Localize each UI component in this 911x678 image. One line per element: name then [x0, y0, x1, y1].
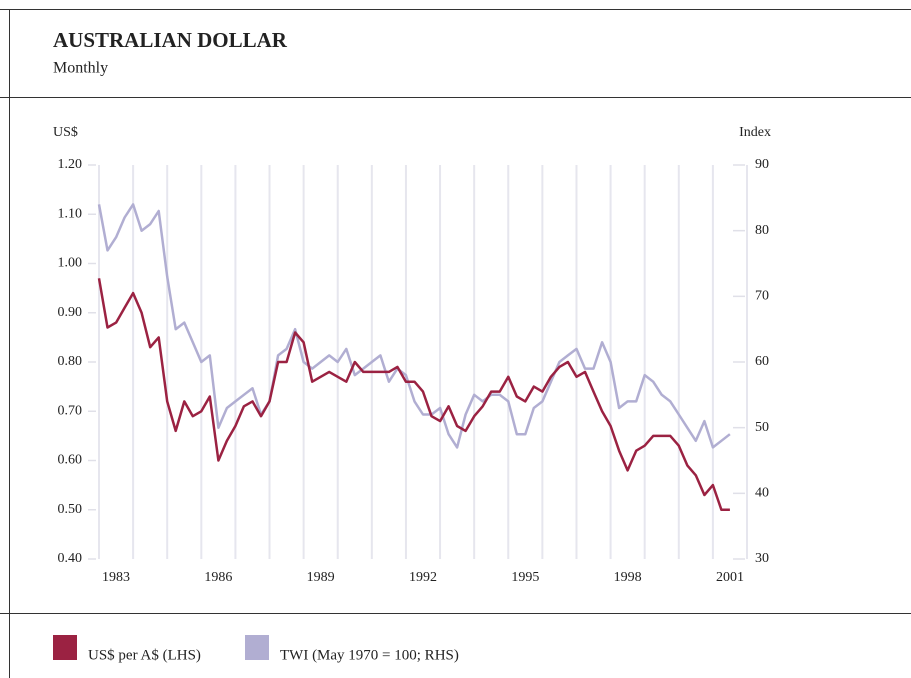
y2-tick-label: 30: [755, 551, 769, 566]
y2-tick-label: 60: [755, 354, 769, 369]
series-line: [97, 278, 730, 512]
y2-tick-label: 40: [755, 486, 769, 501]
y2-tick-label: 70: [755, 289, 769, 304]
x-tick-label: 2001: [716, 570, 744, 585]
y-tick-label: 0.40: [58, 551, 83, 566]
y-tick-label: 0.60: [58, 453, 83, 468]
x-tick-label: 1995: [511, 570, 539, 585]
legend-swatch: [53, 635, 77, 660]
y-tick-label: 1.10: [58, 206, 83, 221]
x-tick-label: 1986: [204, 570, 232, 585]
chart-subtitle: Monthly: [53, 60, 108, 77]
y2-tick-label: 80: [755, 223, 769, 238]
y-tick-label: 1.00: [58, 256, 83, 271]
chart-title: AUSTRALIAN DOLLAR: [53, 28, 288, 52]
series-line: [97, 203, 731, 449]
y2-tick-label: 50: [755, 420, 769, 435]
x-tick-label: 1992: [409, 570, 437, 585]
legend-swatch: [245, 635, 269, 660]
y-tick-label: 1.20: [58, 157, 83, 172]
y-tick-label: 0.70: [58, 403, 83, 418]
x-tick-label: 1998: [614, 570, 642, 585]
y2-axis-label: Index: [739, 125, 771, 140]
y-tick-label: 0.80: [58, 354, 83, 369]
y-tick-label: 0.90: [58, 305, 83, 320]
x-tick-label: 1989: [307, 570, 335, 585]
y-axis-label: US$: [53, 125, 78, 140]
y-tick-label: 0.50: [58, 502, 83, 517]
y2-tick-label: 90: [755, 157, 769, 172]
legend-label: TWI (May 1970 = 100; RHS): [280, 647, 459, 663]
x-tick-label: 1983: [102, 570, 130, 585]
legend-label: US$ per A$ (LHS): [88, 647, 201, 663]
